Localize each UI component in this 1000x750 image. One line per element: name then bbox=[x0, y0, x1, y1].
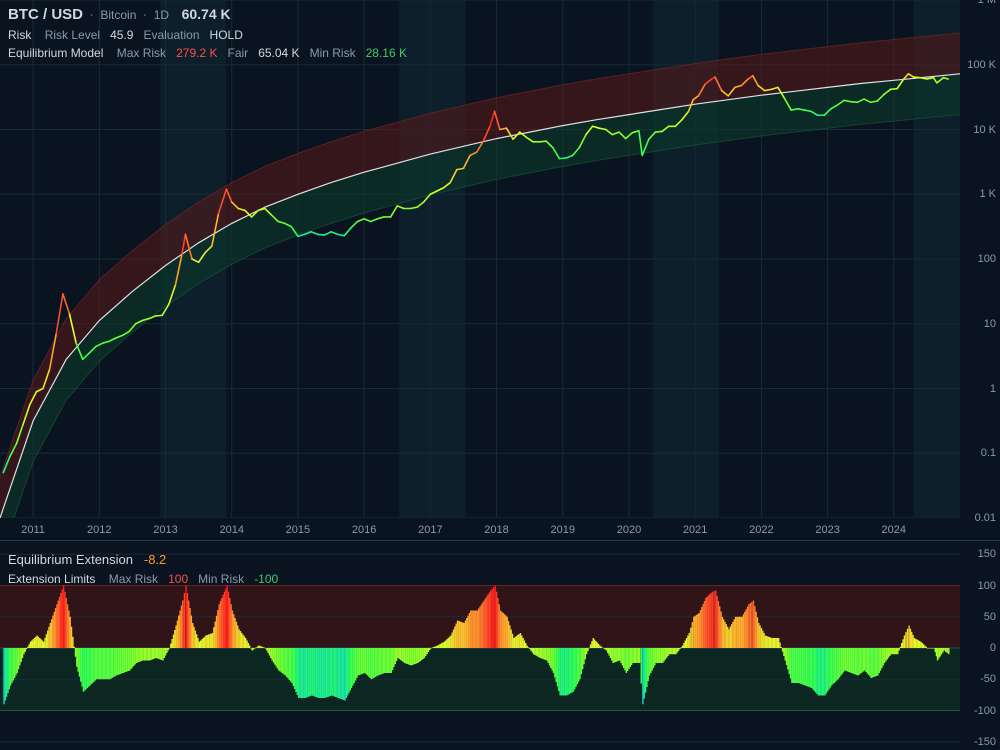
sub-min-label: Min Risk bbox=[198, 572, 244, 586]
y-tick-label: -100 bbox=[974, 705, 996, 717]
x-tick-label: 2013 bbox=[153, 524, 177, 536]
symbol: BTC / USD bbox=[8, 6, 83, 23]
y-axis-sub: 150 100 50 0 -50 -100 -150 bbox=[960, 548, 1000, 748]
sub-value: -8.2 bbox=[144, 552, 166, 567]
price-value: 60.74 K bbox=[182, 6, 231, 22]
y-tick-label: 0.1 bbox=[981, 447, 996, 459]
y-tick-label: 10 K bbox=[973, 124, 996, 136]
y-tick-label: 1 K bbox=[979, 188, 996, 200]
y-tick-label: 0.01 bbox=[975, 512, 996, 524]
sub-max-label: Max Risk bbox=[109, 572, 158, 586]
evaluation-value: HOLD bbox=[210, 28, 243, 42]
risk-level-value: 45.9 bbox=[110, 28, 133, 42]
x-tick-label: 2021 bbox=[683, 524, 707, 536]
x-tick-label: 2016 bbox=[352, 524, 376, 536]
min-risk-label: Min Risk bbox=[310, 46, 356, 60]
y-tick-label: 50 bbox=[984, 611, 996, 623]
y-tick-label: 0 bbox=[990, 642, 996, 654]
symbol-name: Bitcoin bbox=[100, 8, 136, 22]
risk-row: Risk Risk Level 45.9 Evaluation HOLD bbox=[8, 28, 243, 42]
fair-label: Fair bbox=[227, 46, 248, 60]
sub-title-row: Equilibrium Extension -8.2 bbox=[8, 552, 166, 567]
y-tick-label: -150 bbox=[974, 736, 996, 748]
fair-value: 65.04 K bbox=[258, 46, 299, 60]
max-risk-label: Max Risk bbox=[117, 46, 166, 60]
main-chart-pane[interactable]: BTC / USD · Bitcoin · 1D 60.74 K Risk Ri… bbox=[0, 0, 960, 540]
model-title: Equilibrium Model bbox=[8, 46, 103, 60]
x-tick-label: 2024 bbox=[882, 524, 906, 536]
symbol-header: BTC / USD · Bitcoin · 1D 60.74 K bbox=[8, 6, 231, 23]
sub-title: Equilibrium Extension bbox=[8, 552, 133, 567]
y-tick-label: 100 K bbox=[967, 59, 996, 71]
y-tick-label: 10 bbox=[984, 318, 996, 330]
y-tick-label: 100 bbox=[978, 253, 996, 265]
min-risk-value: 28.16 K bbox=[366, 46, 407, 60]
y-axis-main: 0.01 0.1 1 10 100 1 K 10 K 100 K 1 M bbox=[960, 0, 1000, 540]
risk-title: Risk bbox=[8, 28, 31, 42]
model-row: Equilibrium Model Max Risk 279.2 K Fair … bbox=[8, 46, 407, 60]
max-risk-value: 279.2 K bbox=[176, 46, 217, 60]
x-axis: 2011 2012 2013 2014 2015 2016 2017 2018 2019 2020… bbox=[0, 518, 960, 540]
pane-divider bbox=[0, 540, 1000, 541]
timeframe: 1D bbox=[154, 8, 169, 22]
main-chart-svg bbox=[0, 0, 960, 518]
x-tick-label: 2015 bbox=[286, 524, 310, 536]
x-tick-label: 2011 bbox=[21, 524, 45, 536]
x-tick-label: 2017 bbox=[418, 524, 442, 536]
x-tick-label: 2012 bbox=[87, 524, 111, 536]
y-tick-label: 150 bbox=[978, 548, 996, 560]
risk-level-label: Risk Level bbox=[45, 28, 100, 42]
sub-min-value: -100 bbox=[254, 572, 278, 586]
limits-title: Extension Limits bbox=[8, 572, 95, 586]
x-tick-label: 2014 bbox=[219, 524, 243, 536]
x-tick-label: 2022 bbox=[749, 524, 773, 536]
x-tick-label: 2023 bbox=[815, 524, 839, 536]
sub-chart-pane[interactable]: Equilibrium Extension -8.2 Extension Lim… bbox=[0, 548, 960, 748]
evaluation-label: Evaluation bbox=[143, 28, 199, 42]
x-tick-label: 2018 bbox=[484, 524, 508, 536]
x-tick-label: 2020 bbox=[617, 524, 641, 536]
sub-limits-row: Extension Limits Max Risk 100 Min Risk -… bbox=[8, 572, 278, 586]
sub-max-value: 100 bbox=[168, 572, 188, 586]
y-tick-label: 1 bbox=[990, 383, 996, 395]
y-tick-label: 1 M bbox=[978, 0, 996, 6]
y-tick-label: 100 bbox=[978, 580, 996, 592]
x-tick-label: 2019 bbox=[551, 524, 575, 536]
y-tick-label: -50 bbox=[980, 673, 996, 685]
